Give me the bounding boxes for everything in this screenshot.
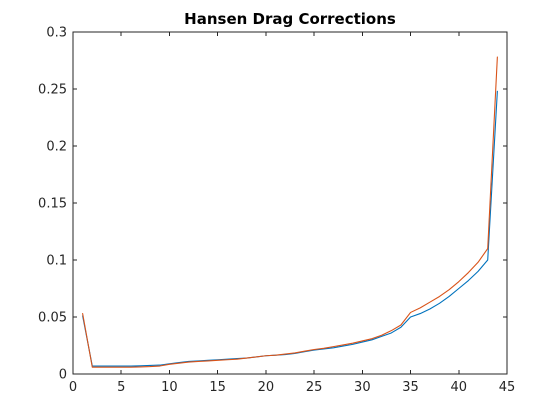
- y-tick-label: 0.2: [46, 140, 67, 155]
- plot-area: 0 5 10 15 20 25 30 35 40 45 0 0.05 0.1 0.15 0.2 0.25 0.3: [38, 26, 515, 396]
- x-tick-label: 20: [258, 380, 275, 395]
- x-tick-label: 40: [451, 380, 468, 395]
- y-tick-label: 0: [59, 368, 67, 383]
- x-tick-label: 15: [209, 380, 226, 395]
- x-tick-label: 10: [161, 380, 178, 395]
- x-tick-label: 25: [306, 380, 323, 395]
- y-tick-label: 0.25: [38, 83, 67, 98]
- x-tick-label: 35: [402, 380, 419, 395]
- series-line-2: [82, 56, 498, 368]
- x-tick-label: 5: [117, 380, 125, 395]
- y-tick-label: 0.3: [46, 26, 67, 41]
- x-tick-label: 30: [354, 380, 371, 395]
- y-tick-label: 0.1: [46, 254, 67, 269]
- y-tick-label: 0.05: [38, 311, 67, 326]
- y-tick-label: 0.15: [38, 197, 67, 212]
- chart-title: Hansen Drag Corrections: [184, 10, 396, 28]
- x-tick-label: 0: [69, 380, 77, 395]
- axes-box: [72, 31, 508, 375]
- series-line-1: [82, 90, 498, 367]
- x-tick-label: 45: [499, 380, 516, 395]
